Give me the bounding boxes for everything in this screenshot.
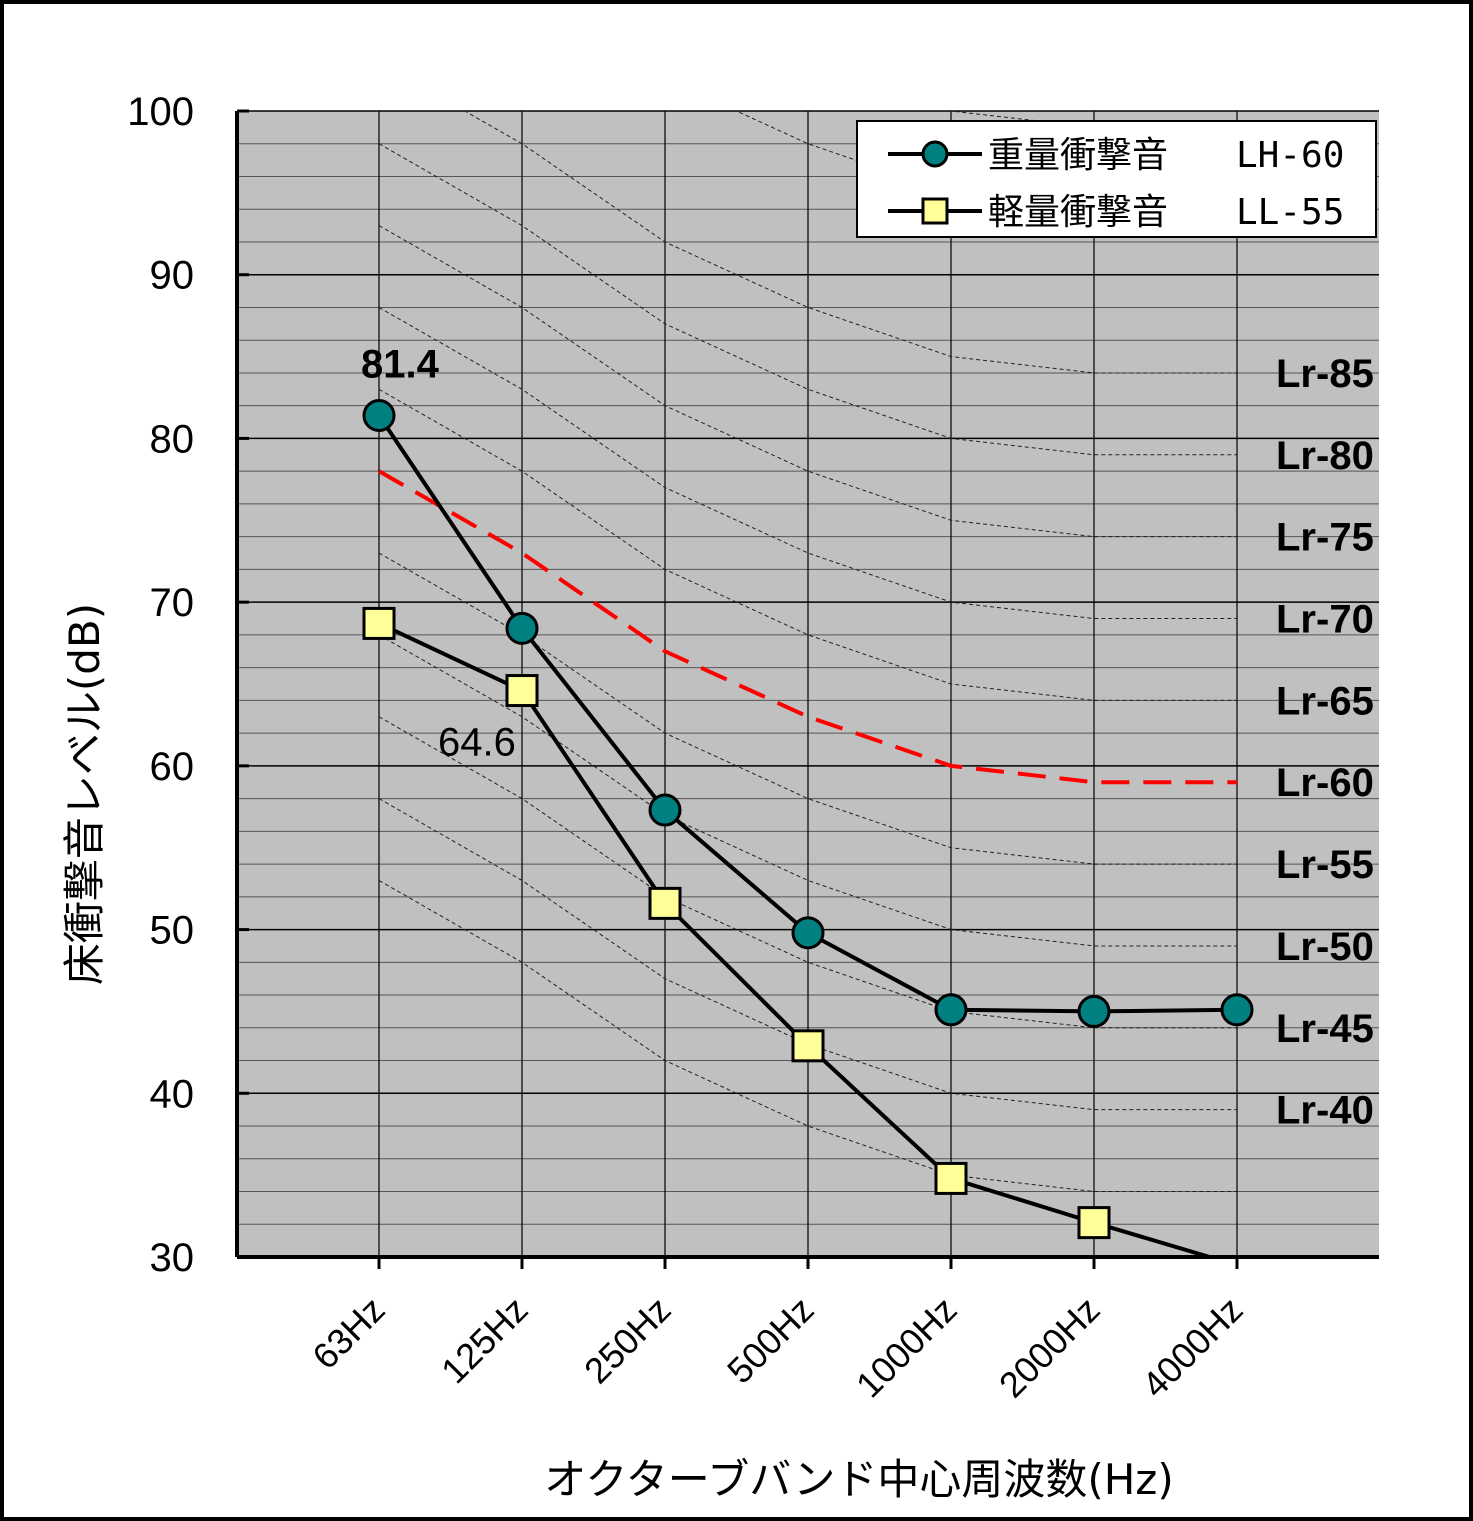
reference-label: Lr-50 bbox=[1276, 925, 1374, 969]
annotation-label: 81.4 bbox=[361, 343, 440, 387]
reference-labels: Lr-85 Lr-80 Lr-75 Lr-70 Lr-65 Lr-60 Lr-55 Lr-50… bbox=[1276, 352, 1374, 1133]
marker-heavy-point bbox=[1220, 993, 1254, 1027]
marker-heavy-point bbox=[1077, 994, 1111, 1028]
reference-curve bbox=[378, 307, 1237, 620]
y-tick-label: 50 bbox=[150, 909, 195, 953]
reference-curve bbox=[378, 716, 1237, 1029]
x-tick-label: 2000Hz bbox=[991, 1289, 1108, 1406]
y-tick-labels: 30 40 50 60 70 80 90 100 bbox=[127, 90, 194, 1280]
x-tick-label: 125Hz bbox=[433, 1289, 536, 1392]
reference-label: Lr-40 bbox=[1276, 1089, 1374, 1133]
reference-curve bbox=[463, 111, 1237, 374]
marker-heavy-point bbox=[934, 993, 968, 1027]
x-tick-label: 250Hz bbox=[576, 1289, 679, 1392]
reference-curve bbox=[378, 880, 1237, 1193]
annotation-label: 64.6 bbox=[438, 721, 516, 765]
floor-impact-chart: 30 40 50 60 70 80 90 100 63Hz 125Hz 250Hz 500Hz 100… bbox=[60, 90, 1379, 1504]
reference-label: Lr-80 bbox=[1276, 434, 1374, 478]
x-tick-labels: 63Hz 125Hz 250Hz 500Hz 1000Hz 2000Hz 4000Hz bbox=[304, 1289, 1250, 1406]
reference-label: Lr-65 bbox=[1276, 679, 1374, 723]
marker-light-point bbox=[791, 1029, 825, 1063]
reference-curve bbox=[378, 225, 1237, 538]
y-tick-label: 40 bbox=[150, 1072, 195, 1116]
y-tick-label: 60 bbox=[150, 745, 195, 789]
x-axis-title: オクターブバンド中心周波数(Hz) bbox=[544, 1455, 1173, 1504]
marker-heavy-point bbox=[648, 793, 682, 827]
legend-label-light: 軽量衝撃音 bbox=[988, 192, 1168, 233]
reference-label: Lr-70 bbox=[1276, 598, 1374, 642]
legend-marker-light bbox=[921, 197, 949, 225]
data-annotations: 81.4 64.6 bbox=[361, 343, 516, 765]
series-markers bbox=[362, 399, 1254, 1240]
x-tick-label: 63Hz bbox=[304, 1289, 392, 1377]
marker-heavy-point bbox=[791, 916, 825, 950]
reference-label: Lr-45 bbox=[1276, 1007, 1374, 1051]
y-tick-label: 30 bbox=[150, 1236, 195, 1280]
reference-curve bbox=[378, 143, 1237, 456]
x-tick-label: 4000Hz bbox=[1134, 1289, 1251, 1406]
marker-light-point bbox=[648, 886, 682, 920]
marker-light-point bbox=[505, 674, 539, 708]
axes bbox=[235, 109, 1379, 1269]
y-tick-label: 100 bbox=[127, 90, 194, 134]
reference-label: Lr-85 bbox=[1276, 352, 1374, 396]
legend: 重量衝撃音 LH-60 軽量衝撃音 LL-55 bbox=[856, 120, 1377, 238]
reference-curve bbox=[949, 111, 1237, 128]
marker-light-point bbox=[934, 1161, 968, 1195]
x-tick-label: 500Hz bbox=[719, 1289, 822, 1392]
y-tick-label: 90 bbox=[150, 254, 195, 298]
reference-curve bbox=[378, 798, 1237, 1111]
reference-label: Lr-75 bbox=[1276, 516, 1374, 560]
reference-curve bbox=[378, 388, 1237, 701]
marker-light-point bbox=[1077, 1206, 1111, 1240]
reference-label: Lr-55 bbox=[1276, 843, 1374, 887]
y-tick-label: 70 bbox=[150, 581, 195, 625]
x-tick-label: 1000Hz bbox=[848, 1289, 965, 1406]
legend-code-heavy: LH-60 bbox=[1236, 135, 1344, 176]
reference-label: Lr-60 bbox=[1276, 761, 1374, 805]
marker-light-point bbox=[362, 606, 396, 640]
legend-code-light: LL-55 bbox=[1236, 192, 1344, 233]
marker-heavy-point bbox=[505, 611, 539, 645]
reference-curve bbox=[378, 634, 1237, 947]
y-axis-title: 床衝撃音レベル(dB) bbox=[60, 603, 109, 985]
marker-heavy-point bbox=[362, 399, 396, 433]
y-tick-label: 80 bbox=[150, 417, 195, 461]
legend-marker-heavy bbox=[921, 140, 949, 168]
legend-label-heavy: 重量衝撃音 bbox=[988, 135, 1168, 176]
